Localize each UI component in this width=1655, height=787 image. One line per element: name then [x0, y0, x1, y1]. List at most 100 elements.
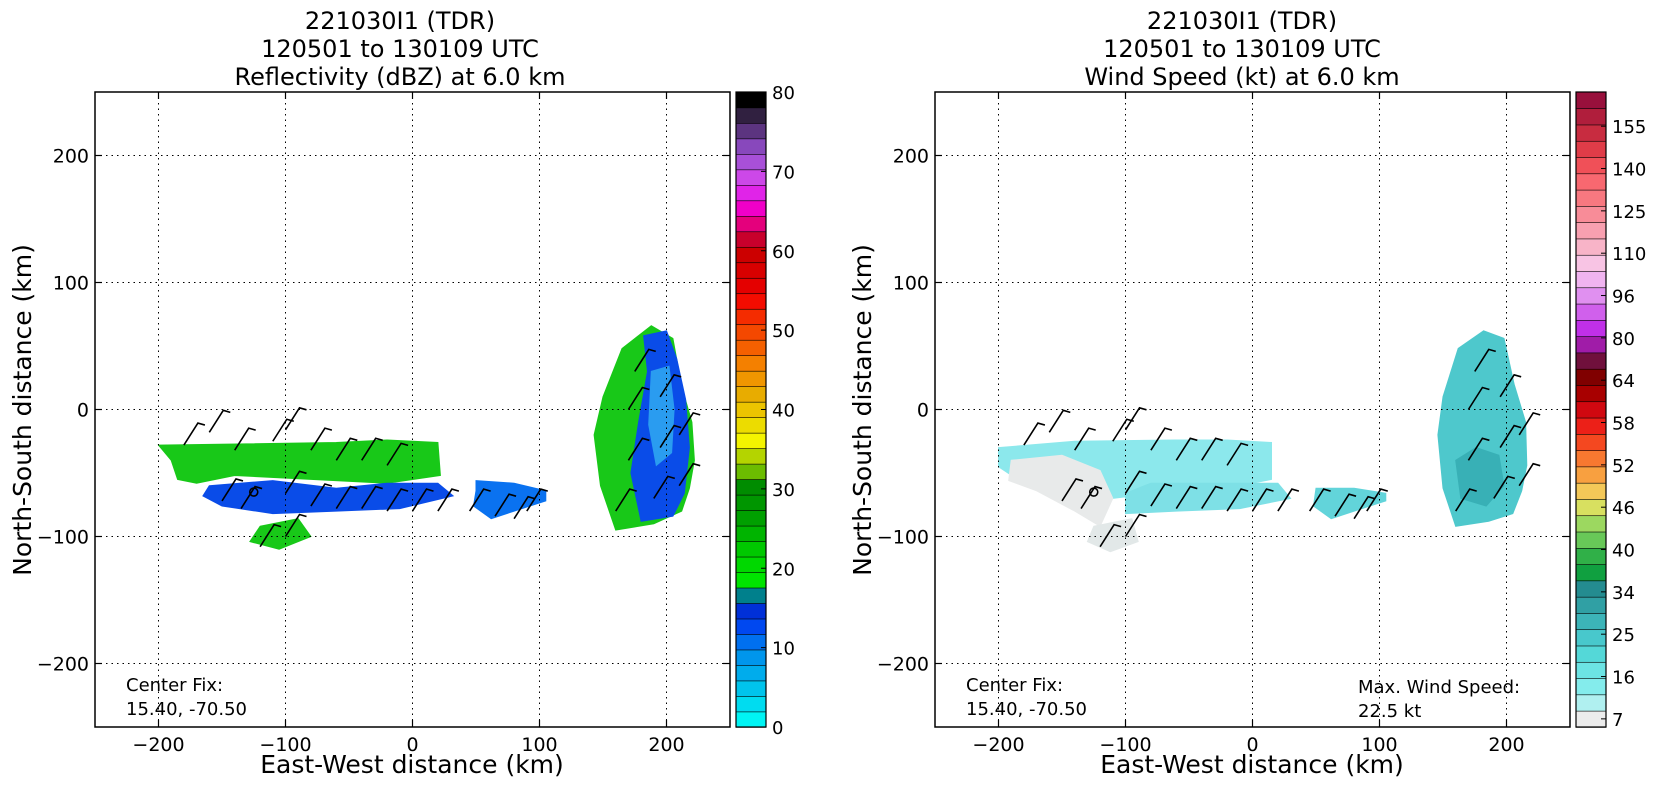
- wind-barb: [1366, 488, 1389, 512]
- colorbar-tick-label: 10: [772, 639, 795, 660]
- colorbar-swatch: [735, 494, 767, 511]
- colorbar-swatch: [735, 556, 767, 573]
- y-tick-label: −100: [37, 527, 89, 549]
- colorbar-tick-label: 52: [1612, 456, 1635, 477]
- wind-barb: [1455, 488, 1477, 512]
- colorbar-swatch: [735, 91, 767, 109]
- wind-barb: [1074, 427, 1096, 451]
- wind-barb: [627, 437, 650, 461]
- colorbar-tick-label: 60: [772, 242, 795, 263]
- colorbar-tick-label: 30: [772, 480, 795, 501]
- colorbar-swatch: [735, 463, 767, 480]
- wind-barb: [361, 437, 383, 461]
- colorbar-swatch: [1575, 401, 1607, 419]
- colorbar-swatch: [735, 354, 767, 372]
- wind-barb: [634, 348, 656, 372]
- colorbar-swatch: [735, 370, 767, 387]
- colorbar-swatch: [1575, 254, 1607, 272]
- y-tick-label: −200: [37, 654, 89, 676]
- colorbar-tick-label: 40: [1612, 541, 1635, 562]
- wind-barb: [468, 488, 491, 512]
- colorbar-tick-label: 110: [1612, 244, 1646, 265]
- colorbar-swatch: [1575, 303, 1607, 321]
- wind-barb: [1175, 485, 1198, 509]
- chart-title-line3: Wind Speed (kt) at 6.0 km: [1084, 63, 1399, 91]
- wind-barb: [615, 488, 637, 512]
- wind-barb: [1493, 475, 1516, 499]
- colorbar-swatch: [735, 200, 767, 217]
- colorbar-swatch: [735, 324, 767, 341]
- colorbar-swatch: [1575, 596, 1607, 614]
- center-fix-label: Center Fix:: [966, 675, 1063, 696]
- colorbar-tick-label: 155: [1612, 117, 1646, 138]
- x-tick-label: 200: [648, 734, 684, 756]
- wind-barb: [208, 409, 231, 433]
- colorbar-swatch: [735, 122, 767, 140]
- colorbar-swatch: [1575, 384, 1607, 403]
- colorbar-swatch: [1575, 417, 1607, 435]
- wind-barb: [1124, 470, 1147, 494]
- colorbar-swatch: [1575, 629, 1607, 647]
- colorbar-swatch: [1575, 205, 1607, 223]
- colorbar-tick-label: 80: [772, 83, 795, 104]
- colorbar-swatch: [1575, 694, 1607, 712]
- wind-barb: [240, 485, 263, 509]
- colorbar-swatch: [735, 478, 767, 496]
- colorbar-tick-label: 50: [772, 321, 795, 342]
- center-fix-value: 15.40, -70.50: [966, 699, 1087, 720]
- colorbar-swatch: [1575, 107, 1607, 126]
- colorbar-swatch: [1575, 563, 1607, 582]
- colorbar-tick-label: 125: [1612, 202, 1646, 223]
- colorbar-swatch: [735, 277, 767, 295]
- colorbar-tick-label: 0: [772, 718, 783, 739]
- wind-barb: [284, 513, 307, 537]
- colorbar-swatch: [1575, 173, 1607, 191]
- wind-barb: [653, 475, 676, 499]
- reflectivity-panel: 221030I1 (TDR) 120501 to 130109 UTC Refl…: [8, 7, 795, 779]
- y-axis-label: North-South distance (km): [848, 244, 877, 576]
- wind-barb: [659, 373, 682, 398]
- center-fix-value: 15.40, -70.50: [126, 699, 247, 720]
- colorbar-swatch: [1575, 270, 1607, 289]
- wind-barb: [1474, 348, 1496, 372]
- wind-barb: [1308, 488, 1331, 512]
- data-region: [648, 365, 675, 467]
- wind-barb: [1023, 422, 1046, 446]
- colorbar-swatch: [735, 293, 767, 310]
- colorbar-swatch: [735, 153, 767, 171]
- colorbar-swatch: [735, 385, 767, 403]
- colorbar-tick-label: 46: [1612, 498, 1635, 519]
- x-tick-label: −100: [259, 734, 311, 756]
- wind-barb: [1518, 411, 1541, 436]
- wind-barb: [1150, 483, 1173, 507]
- y-tick-label: 200: [53, 146, 89, 168]
- y-tick-label: 0: [917, 400, 929, 422]
- colorbar-swatch: [1575, 124, 1607, 142]
- colorbar-swatch: [735, 432, 767, 449]
- wind-barb: [1061, 478, 1084, 502]
- max-wind-value: 22.5 kt: [1358, 701, 1421, 722]
- colorbar-swatch: [735, 711, 767, 728]
- wind-barb: [259, 523, 282, 548]
- wind-barb: [1251, 488, 1274, 512]
- wind-barb: [310, 427, 333, 451]
- colorbar: 0 10 20 30 40 50 60 70 80: [735, 83, 795, 739]
- wind-barbs: [183, 348, 701, 548]
- wind-barb: [526, 488, 549, 512]
- center-fix-label: Center Fix:: [126, 675, 223, 696]
- colorbar-swatch: [735, 602, 767, 620]
- colorbar-swatch: [735, 664, 767, 682]
- wind-barbs: [1023, 348, 1541, 548]
- wind-barb: [1124, 513, 1147, 537]
- wind-barb: [335, 485, 358, 509]
- x-tick-label: −100: [1099, 734, 1151, 756]
- wind-barb: [1499, 373, 1522, 398]
- x-tick-label: −200: [132, 734, 184, 756]
- wind-barb: [1175, 437, 1198, 461]
- colorbar-swatch: [735, 339, 767, 356]
- colorbar-swatch: [1575, 482, 1607, 500]
- chart-title-line2: 120501 to 130109 UTC: [261, 35, 539, 63]
- chart-title-line3: Reflectivity (dBZ) at 6.0 km: [235, 63, 566, 91]
- wind-barb: [678, 462, 701, 487]
